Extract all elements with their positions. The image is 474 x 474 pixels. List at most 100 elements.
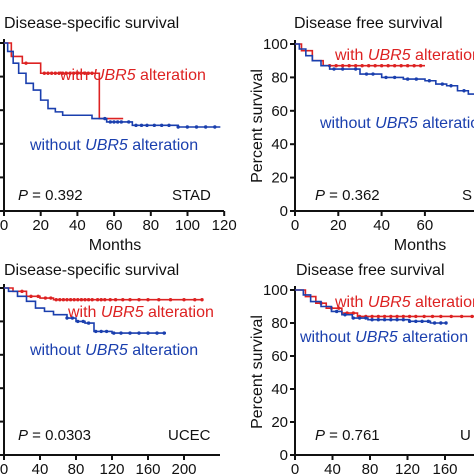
bl-with-censor-mark <box>54 297 58 302</box>
bl-with-censor-mark <box>121 297 125 302</box>
tr-without-censor-mark <box>449 84 453 88</box>
panel-tr: 0 20 40 60 0 20 40 60 80 100 Disease free surviva… <box>249 15 474 254</box>
panel-tl: 0 20 40 60 80 100 120 Disease-specific surviva… <box>0 15 237 254</box>
without-label-tr: without UBR5 alteration <box>319 115 474 132</box>
title-tl: Disease-specific survival <box>4 15 179 32</box>
bl-without-censor-mark <box>162 331 166 335</box>
tl-without-censor-mark <box>167 123 171 128</box>
tr-without-censor-mark <box>462 89 466 93</box>
bl-with-censor-mark <box>168 297 173 302</box>
tl-x-tick-label: 60 <box>106 217 123 234</box>
br-without-censor-mark <box>432 321 437 325</box>
tl-without-censor-mark <box>112 120 116 124</box>
br-with-censor-mark <box>407 314 412 319</box>
tl-without-curve <box>4 42 221 128</box>
tr-with-censor-mark <box>360 64 364 68</box>
tl-without-censor-mark <box>145 123 149 128</box>
br-y-tick-label: 60 <box>271 348 288 365</box>
tr-with-censor-mark <box>405 64 410 68</box>
bl-x-tick-label: 160 <box>135 461 160 474</box>
tl-with-censor-mark <box>86 71 91 75</box>
tr-without-censor-mark <box>440 82 445 86</box>
xlabel-tr: Months <box>394 237 446 254</box>
title-bl: Disease-specific survival <box>4 262 179 279</box>
tr-with-censor-mark <box>373 64 377 68</box>
without-label-br: without UBR5 alteration <box>299 329 468 346</box>
tr-without-censor-mark <box>340 67 345 71</box>
tr-with-censor-mark <box>379 64 384 68</box>
br-without-censor-mark <box>420 319 424 324</box>
br-without-censor-mark <box>389 318 393 322</box>
title-tr: Disease free survival <box>294 15 443 32</box>
br-without-censor-mark <box>357 316 362 320</box>
br-without-censor-mark <box>395 318 399 322</box>
panel-br: 0 40 80 120 160 0 20 40 60 80 100 Disease free sur… <box>249 262 474 474</box>
tr-x-tick-label: 0 <box>291 217 299 234</box>
br-x-tick-label: 80 <box>362 461 379 474</box>
bl-without-censor-mark <box>112 331 116 335</box>
tl-with-censor-mark <box>60 71 65 75</box>
pvalue-tr: P = 0.362 <box>315 187 380 204</box>
bl-without-censor-mark <box>155 331 159 335</box>
br-with-censor-mark <box>351 311 356 315</box>
bl-curves <box>4 287 204 335</box>
bl-with-censor-mark <box>99 297 103 302</box>
tl-with-censor-mark <box>49 71 54 75</box>
br-without-censor-mark <box>401 318 406 322</box>
bl-x-tick-label: 200 <box>171 461 196 474</box>
tl-without-censor-mark <box>185 125 190 129</box>
bl-without-censor-mark <box>86 321 91 325</box>
tr-without-censor-mark <box>371 72 375 76</box>
tr-with-censor-mark <box>392 64 397 68</box>
tl-without-censor-mark <box>213 125 217 129</box>
tl-without-censor-mark <box>194 125 199 129</box>
cohort-tr: S <box>462 187 472 204</box>
bl-with-censor-mark <box>113 297 118 302</box>
bl-with-censor-mark <box>76 297 80 302</box>
tl-with-censor-mark <box>68 71 72 75</box>
bl-with-curve <box>4 287 202 301</box>
with-label-bl: with UBR5 alteration <box>67 304 214 321</box>
tr-x-tick-label: 40 <box>373 217 390 234</box>
tl-with-censor-mark <box>79 71 83 75</box>
tl-with-censor-mark <box>75 71 80 75</box>
br-without-censor-mark <box>343 313 347 317</box>
bl-without-censor-mark <box>146 331 150 335</box>
tr-curves <box>295 43 474 95</box>
br-with-censor-mark <box>422 314 426 319</box>
tl-with-censor-mark <box>64 71 69 75</box>
tl-without-censor-mark <box>119 120 124 124</box>
tl-with-censor-mark <box>53 71 58 75</box>
bl-x-tick-label: 120 <box>99 461 124 474</box>
tr-without-censor-mark <box>405 77 410 81</box>
br-with-censor-mark <box>337 306 341 310</box>
tl-with-censor-mark <box>46 71 50 75</box>
plot-tr: 0 20 40 60 0 20 40 60 80 100 <box>263 36 474 234</box>
bl-with-censor-mark <box>90 297 94 302</box>
tr-with-censor-mark <box>340 64 345 68</box>
tr-without-censor-mark <box>384 75 388 80</box>
tr-without-censor-mark <box>392 75 397 80</box>
bl-with-censor-mark <box>108 297 112 302</box>
without-label-tl: without UBR5 alteration <box>29 137 198 154</box>
bl-x-tick-label: 0 <box>0 461 8 474</box>
plot-tl: 0 20 40 60 80 100 120 <box>0 39 237 234</box>
bl-without-censor-mark <box>99 329 103 334</box>
tr-y-tick-label: 20 <box>271 170 288 187</box>
tl-without-censor-mark <box>159 123 164 128</box>
br-without-censor-mark <box>351 316 356 320</box>
br-x-tick-label: 120 <box>395 461 420 474</box>
bl-with-censor-mark <box>68 297 73 302</box>
br-with-censor-mark <box>370 314 374 319</box>
bl-without-censor-mark <box>76 319 80 324</box>
bl-with-censor-mark <box>65 297 69 302</box>
with-label-br: with UBR5 alteration <box>334 294 474 311</box>
bl-with-censor-mark <box>95 297 100 302</box>
tr-with-censor-mark <box>386 64 390 68</box>
plot-bl: 0 40 80 120 160 200 <box>0 284 220 474</box>
bl-without-censor-mark <box>104 329 109 334</box>
br-with-censor-mark <box>430 314 435 319</box>
tl-without-censor-mark <box>134 123 138 128</box>
tl-without-censor-mark <box>152 123 157 128</box>
